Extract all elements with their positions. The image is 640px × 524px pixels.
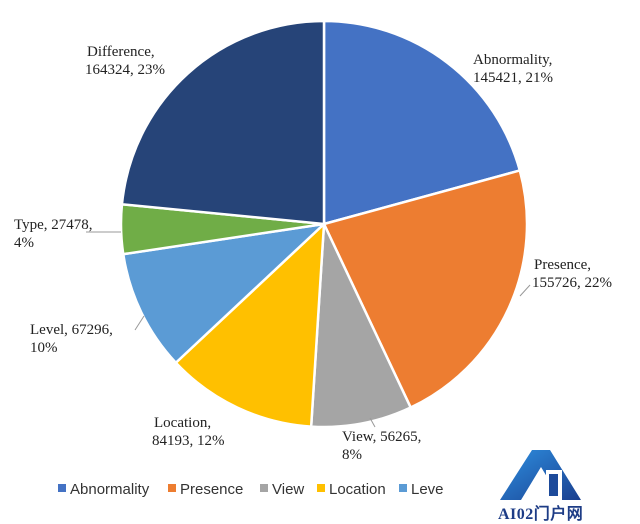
data-label-abnormality: Abnormality, 145421, 21% [473, 52, 553, 86]
legend: Abnormality Presence View Location Leve [58, 481, 444, 498]
pie-slice-view [309, 223, 413, 429]
leader-line-presence [519, 284, 531, 297]
legend-label-abnormality: Abnormality [70, 481, 150, 498]
pie-slice-difference [120, 19, 326, 226]
pie-slice-level [121, 222, 328, 365]
legend-label-location: Location [329, 481, 386, 498]
data-labels: Abnormality, 145421, 21% Presence, 155726, … [14, 44, 612, 463]
pie-slice-presence [322, 168, 529, 410]
data-label-view: View, 56265, 8% [342, 429, 421, 463]
leader-lines [86, 231, 531, 428]
pie-slices [119, 19, 529, 429]
pie-slice-location [174, 220, 326, 428]
watermark-text: AI02门户网 [498, 506, 584, 523]
data-label-presence: Presence, 155726, 22% [532, 257, 612, 291]
legend-label-level: Leve [411, 481, 444, 498]
data-label-difference: Difference, 164324, 23% [85, 44, 165, 78]
legend-swatch-location [317, 484, 325, 492]
legend-swatch-abnormality [58, 484, 66, 492]
pie-slice-abnormality [322, 19, 522, 226]
watermark-logo-icon [500, 450, 581, 500]
data-label-type: Type, 27478, 4% [14, 217, 93, 251]
data-label-location: Location, 84193, 12% [152, 415, 225, 449]
legend-label-presence: Presence [180, 481, 243, 498]
legend-swatch-level [399, 484, 407, 492]
leader-line-view [369, 417, 376, 428]
legend-swatch-presence [168, 484, 176, 492]
legend-label-view: View [272, 481, 304, 498]
legend-swatch-view [260, 484, 268, 492]
data-label-level: Level, 67296, 10% [30, 322, 113, 356]
leader-line-level [134, 315, 145, 331]
